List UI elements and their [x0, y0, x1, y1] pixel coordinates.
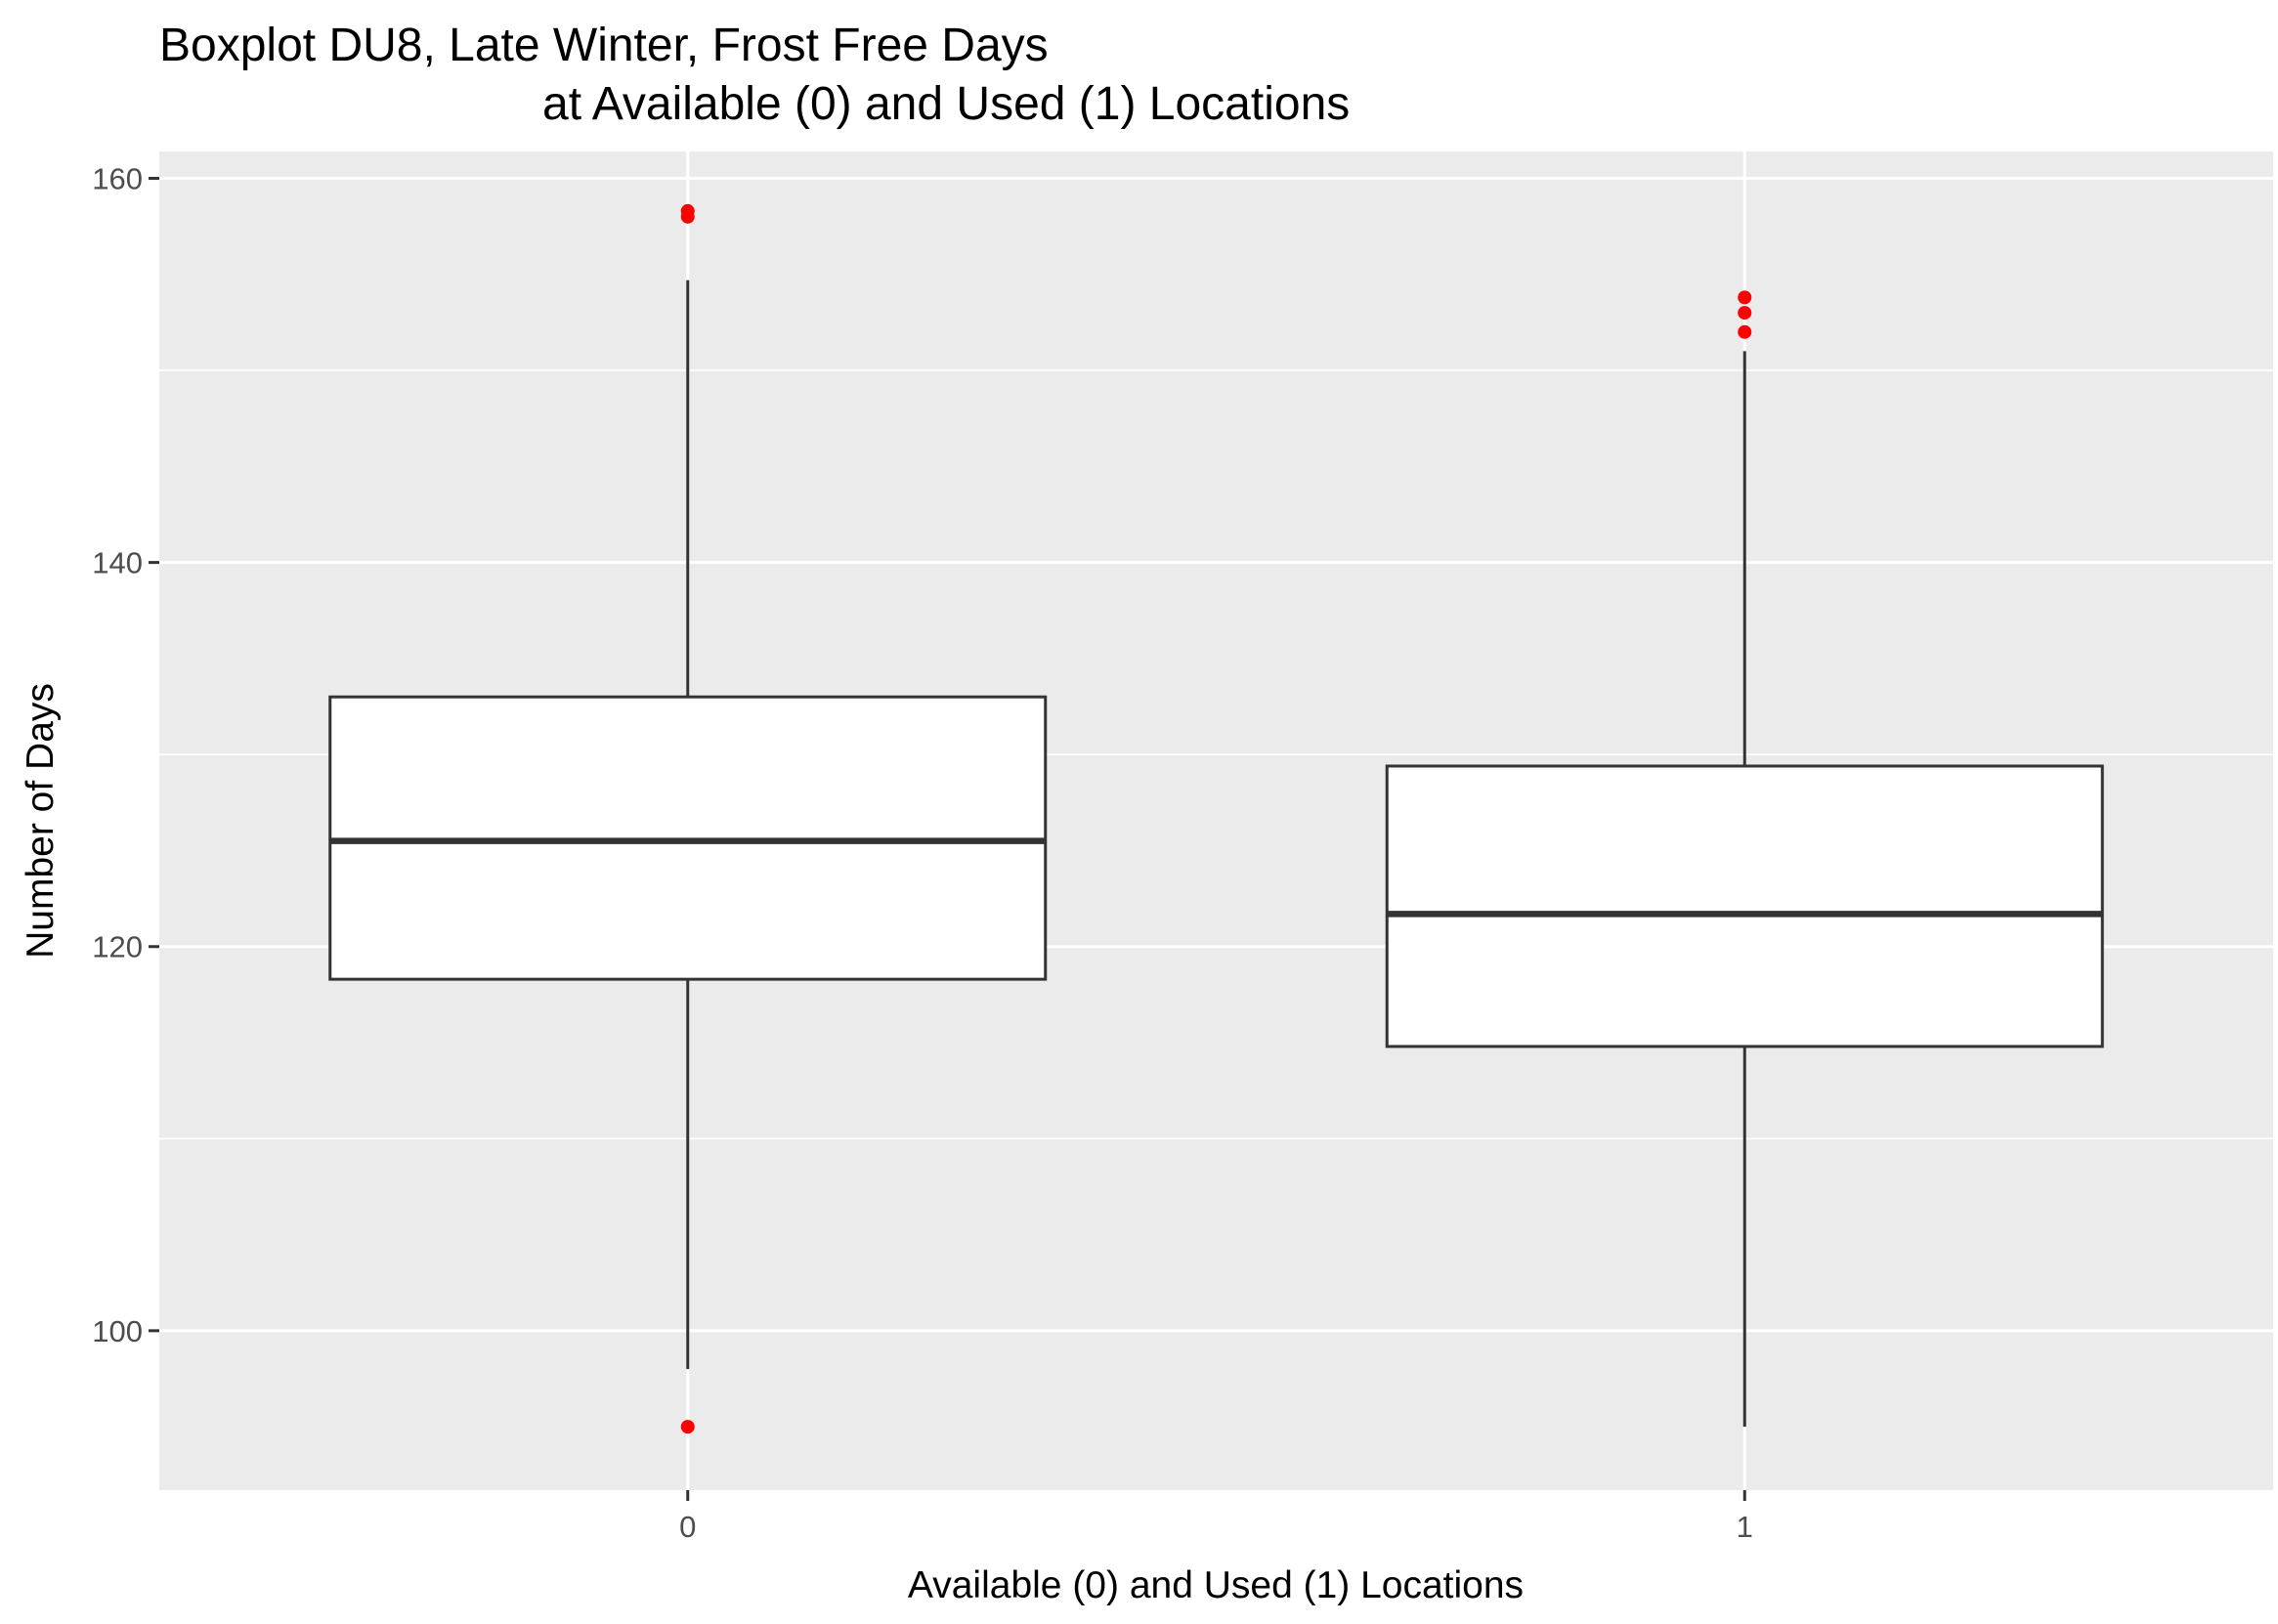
outlier-point: [1738, 306, 1752, 321]
box-series: [328, 203, 2104, 1434]
iqr-box: [1385, 764, 2104, 1048]
x-axis-title: Available (0) and Used (1) Locations: [908, 1564, 1524, 1606]
y-tick-label: 140: [92, 546, 143, 580]
y-axis: 100 120 140 160: [92, 162, 159, 1348]
y-tick-label: 100: [92, 1314, 143, 1348]
chart-title-line-2: at Available (0) and Used (1) Locations: [542, 78, 1350, 130]
y-tick-label: 120: [92, 930, 143, 964]
outlier-point: [1738, 290, 1752, 305]
x-tick-label: 0: [679, 1510, 696, 1544]
chart-title-line-1: Boxplot DU8, Late Winter, Frost Free Day…: [159, 20, 1049, 71]
outlier-point: [680, 1420, 695, 1434]
box-group-0: [328, 203, 1048, 1434]
y-axis-title: Number of Days: [20, 683, 62, 959]
outlier-point: [680, 203, 695, 218]
y-tick-label: 160: [92, 162, 143, 196]
outlier-point: [1738, 324, 1752, 339]
box-group-1: [1385, 290, 2104, 1428]
x-tick-label: 1: [1737, 1510, 1753, 1544]
